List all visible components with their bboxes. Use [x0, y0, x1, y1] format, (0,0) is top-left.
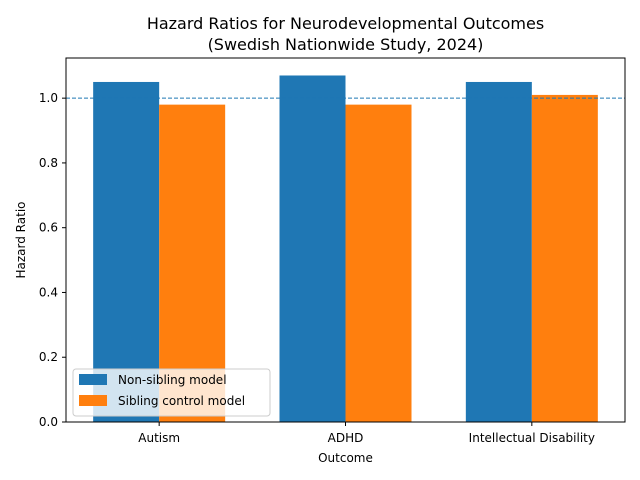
y-tick-label: 1.0 — [39, 91, 58, 105]
x-tick-label: Autism — [138, 431, 180, 445]
y-tick-label: 0.0 — [39, 415, 58, 429]
x-tick-label: ADHD — [328, 431, 364, 445]
bar-sibling-control-adhd — [345, 104, 412, 422]
bar-non-sibling-intellectual-disability — [465, 81, 532, 422]
y-tick-label: 0.6 — [39, 221, 58, 235]
x-axis-label: Outcome — [318, 451, 373, 465]
legend: Non-sibling model Sibling control model — [72, 368, 271, 417]
y-tick-label: 0.2 — [39, 350, 58, 364]
legend-label-sibling-control: Sibling control model — [118, 394, 245, 408]
bar-sibling-control-intellectual-disability — [531, 94, 598, 422]
chart-title: Hazard Ratios for Neurodevelopmental Out… — [147, 14, 544, 33]
y-tick-label: 0.8 — [39, 156, 58, 170]
y-axis-label: Hazard Ratio — [14, 202, 28, 279]
legend-box — [72, 368, 271, 417]
axes-frame — [65, 57, 626, 423]
x-tick-label: Intellectual Disability — [469, 431, 595, 445]
bar-non-sibling-autism — [93, 81, 160, 422]
chart-subtitle: (Swedish Nationwide Study, 2024) — [208, 35, 484, 54]
legend-swatch-non-sibling — [79, 374, 107, 385]
plot-area: Autism ADHD Intellectual Disability 0.0 0.2 0… — [39, 57, 626, 445]
legend-label-non-sibling: Non-sibling model — [118, 373, 227, 387]
bar-non-sibling-adhd — [279, 75, 346, 422]
y-tick-label: 0.4 — [39, 285, 58, 299]
legend-swatch-sibling-control — [79, 395, 107, 406]
